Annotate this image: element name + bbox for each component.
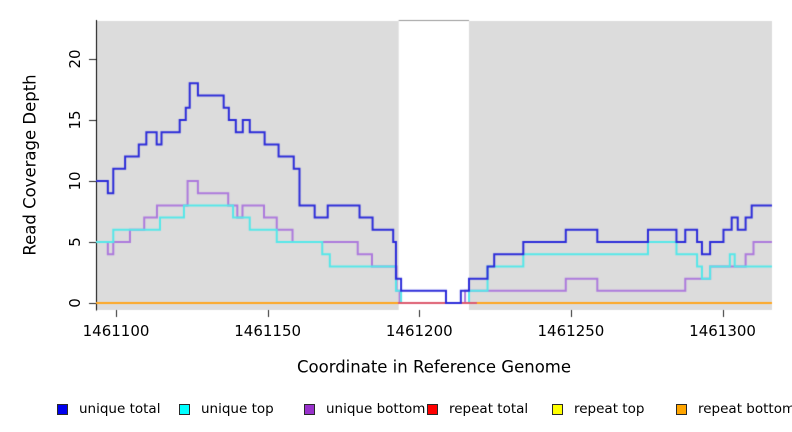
y-tick-label: 10	[66, 171, 84, 191]
legend-item-repeat-total: repeat total	[427, 399, 528, 419]
repeat-total-swatch-icon	[427, 403, 438, 415]
legend-item-unique-total: unique total	[57, 399, 160, 419]
x-axis-title: Coordinate in Reference Genome	[296, 357, 572, 377]
y-tick-label: 15	[66, 110, 84, 130]
legend-item-unique-top: unique top	[179, 399, 274, 419]
legend-label: repeat top	[574, 401, 645, 417]
y-tick-label: 0	[66, 298, 84, 308]
legend-label: repeat total	[449, 401, 529, 417]
x-tick-label: 1461200	[385, 322, 453, 340]
x-tick-label: 1461100	[82, 322, 150, 340]
legend-label: unique top	[201, 401, 274, 417]
unique-total-swatch-icon	[57, 403, 68, 415]
unique-top-swatch-icon	[179, 403, 190, 415]
y-axis-title: Read Coverage Depth	[20, 74, 40, 256]
unique-bottom-swatch-icon	[304, 403, 315, 415]
legend-item-repeat-bottom: repeat bottom	[676, 399, 792, 419]
x-tick-label: 1461150	[234, 322, 302, 340]
legend-item-repeat-top: repeat top	[552, 399, 644, 419]
x-tick-label: 1461250	[537, 322, 605, 340]
legend-label: repeat bottom	[698, 401, 792, 417]
legend-label: unique total	[79, 401, 161, 417]
x-tick-label: 1461300	[689, 322, 756, 340]
repeat-bottom-swatch-icon	[676, 403, 687, 415]
repeat-top-swatch-icon	[552, 403, 563, 415]
legend-label: unique bottom	[326, 401, 426, 417]
y-tick-label: 5	[66, 237, 84, 247]
legend-item-unique-bottom: unique bottom	[304, 399, 425, 419]
y-tick-label: 20	[66, 49, 84, 69]
legend: unique total unique top unique bottom re…	[0, 399, 792, 423]
